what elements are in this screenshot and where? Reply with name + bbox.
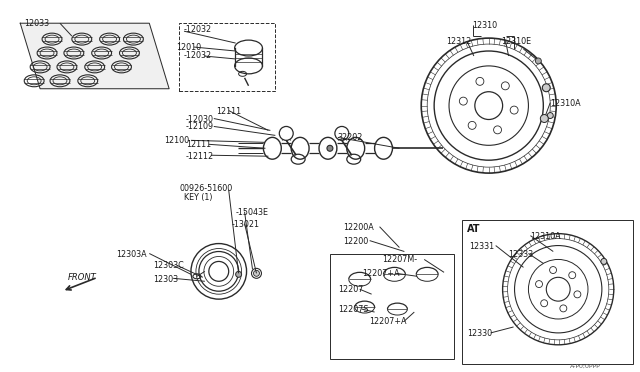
- Text: 12331: 12331: [469, 241, 494, 251]
- Circle shape: [236, 271, 241, 277]
- Text: A-P0;0PPP: A-P0;0PPP: [570, 364, 601, 369]
- Text: 12033: 12033: [24, 19, 49, 28]
- Text: -12030: -12030: [186, 115, 214, 124]
- Text: 12303C: 12303C: [153, 262, 184, 270]
- Text: -13021: -13021: [232, 220, 260, 229]
- Text: 12310E: 12310E: [502, 37, 532, 46]
- Text: 12303: 12303: [153, 275, 179, 284]
- Text: 12207: 12207: [338, 285, 364, 294]
- Bar: [330, 254, 454, 359]
- Text: 12207S: 12207S: [338, 305, 369, 314]
- Text: 12310A: 12310A: [531, 232, 561, 241]
- Text: 12100: 12100: [164, 137, 189, 145]
- Text: -12032: -12032: [184, 25, 212, 34]
- Text: 00926-51600: 00926-51600: [179, 184, 232, 193]
- Text: 12010: 12010: [176, 43, 201, 52]
- Circle shape: [601, 259, 607, 264]
- Text: AT: AT: [467, 224, 481, 234]
- Text: 12333: 12333: [509, 250, 534, 259]
- Circle shape: [547, 113, 553, 119]
- Text: 12330: 12330: [467, 329, 492, 338]
- Bar: [179, 23, 275, 91]
- Text: 12200A: 12200A: [343, 223, 374, 232]
- Circle shape: [536, 58, 541, 64]
- Text: FRONT: FRONT: [68, 273, 97, 282]
- Text: KEY (1): KEY (1): [184, 193, 212, 202]
- Text: 12200: 12200: [343, 237, 368, 246]
- Text: 12310A: 12310A: [550, 99, 581, 108]
- Text: -15043E: -15043E: [236, 208, 269, 217]
- Text: -12032: -12032: [184, 51, 212, 60]
- Text: 12207+A: 12207+A: [370, 317, 407, 326]
- Text: -12112: -12112: [186, 152, 214, 161]
- Text: 12111: 12111: [186, 140, 211, 149]
- Text: 32202: 32202: [338, 134, 364, 142]
- Circle shape: [540, 115, 548, 122]
- Text: 12207+A: 12207+A: [362, 269, 399, 278]
- Text: 12111: 12111: [216, 107, 241, 116]
- Text: 12207M-: 12207M-: [383, 256, 418, 264]
- Text: -12109: -12109: [186, 122, 214, 131]
- Polygon shape: [20, 23, 169, 89]
- Text: 12310: 12310: [472, 21, 497, 30]
- Text: 12312: 12312: [446, 37, 471, 46]
- Circle shape: [542, 84, 550, 92]
- Circle shape: [253, 270, 259, 276]
- Circle shape: [327, 145, 333, 151]
- Bar: [462, 220, 633, 364]
- Text: 12303A: 12303A: [116, 250, 147, 259]
